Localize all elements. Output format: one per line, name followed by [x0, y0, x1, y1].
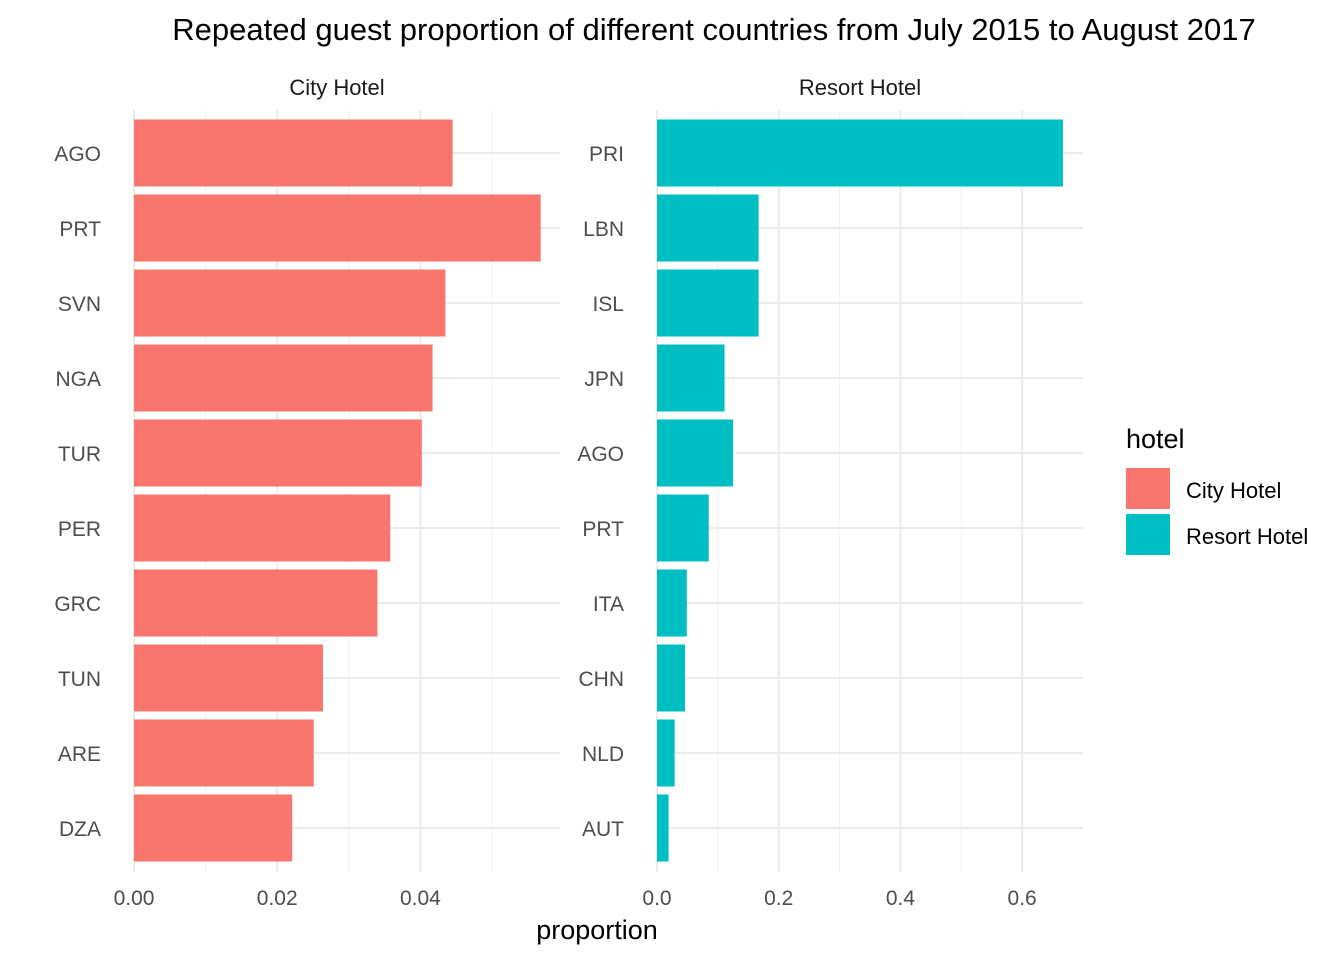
- panel-strip-label: Resort Hotel: [799, 75, 921, 100]
- bar-aut: [657, 794, 669, 862]
- y-tick-label: DZA: [59, 818, 101, 841]
- bar-tun: [134, 644, 324, 712]
- y-tick-label: NGA: [55, 368, 101, 391]
- y-tick-label: PRT: [59, 218, 101, 241]
- panel-x-tick-labels: 0.00 0.02 0.04: [114, 887, 442, 910]
- y-tick-label: ARE: [58, 743, 101, 766]
- bar-ago: [134, 119, 453, 187]
- y-tick-label: LBN: [583, 218, 624, 241]
- panel-y-tick-labels: AGO PRT SVN NGA TUR PER GRC TUN ARE DZA: [54, 143, 101, 841]
- panel-city-hotel: City Hotel AGO PRT SVN NGA TUR PER GRC TUN ARE DZ…: [54, 75, 560, 910]
- bar-isl: [657, 269, 759, 337]
- legend-swatch-resort-hotel: [1126, 514, 1170, 555]
- y-tick-label: AUT: [582, 818, 624, 841]
- y-tick-label: PRT: [582, 518, 624, 541]
- panel-bars: [134, 119, 541, 862]
- chart-title: Repeated guest proportion of different c…: [172, 12, 1255, 47]
- x-tick-label: 0.4: [886, 887, 916, 910]
- x-tick-label: 0.2: [764, 887, 793, 910]
- y-tick-label: SVN: [58, 293, 101, 316]
- legend-label-resort-hotel: Resort Hotel: [1186, 524, 1308, 549]
- y-tick-label: TUR: [58, 443, 101, 466]
- y-tick-label: CHN: [579, 668, 625, 691]
- bar-dza: [134, 794, 293, 862]
- legend: hotel City Hotel Resort Hotel: [1126, 424, 1308, 555]
- y-tick-label: AGO: [54, 143, 101, 166]
- x-tick-label: 0.04: [400, 887, 441, 910]
- bar-prt: [657, 494, 709, 562]
- x-tick-label: 0.0: [642, 887, 671, 910]
- bar-tur: [134, 419, 422, 487]
- bar-chn: [657, 644, 685, 712]
- bar-ago: [657, 419, 734, 487]
- legend-swatch-city-hotel: [1126, 468, 1170, 509]
- bar-grc: [134, 569, 378, 637]
- bar-lbn: [657, 194, 759, 262]
- y-tick-label: TUN: [58, 668, 101, 691]
- bar-ita: [657, 569, 687, 637]
- bar-pri: [657, 119, 1063, 187]
- x-axis-title: proportion: [536, 915, 658, 945]
- panel-grid: [656, 110, 1083, 872]
- panel-resort-hotel: Resort Hotel PRI LBN ISL JPN AGO PRT ITA CHN NLD…: [577, 75, 1083, 910]
- x-tick-label: 0.6: [1008, 887, 1037, 910]
- y-tick-label: JPN: [584, 368, 624, 391]
- y-tick-label: ISL: [592, 293, 624, 316]
- bar-svn: [134, 269, 446, 337]
- panel-x-tick-labels: 0.0 0.2 0.4 0.6: [642, 887, 1036, 910]
- legend-label-city-hotel: City Hotel: [1186, 478, 1281, 503]
- y-tick-label: PRI: [589, 143, 624, 166]
- legend-title: hotel: [1126, 424, 1185, 454]
- bar-prt: [134, 194, 541, 262]
- bar-are: [134, 719, 314, 787]
- x-tick-label: 0.02: [257, 887, 298, 910]
- bar-nld: [657, 719, 675, 787]
- y-tick-label: ITA: [593, 593, 624, 616]
- y-tick-label: PER: [58, 518, 101, 541]
- x-tick-label: 0.00: [114, 887, 155, 910]
- bar-nga: [134, 344, 433, 412]
- y-tick-label: AGO: [577, 443, 624, 466]
- panel-y-tick-labels: PRI LBN ISL JPN AGO PRT ITA CHN NLD AUT: [577, 143, 624, 841]
- y-tick-label: GRC: [54, 593, 101, 616]
- panel-bars: [657, 119, 1063, 862]
- panel-strip-label: City Hotel: [289, 75, 384, 100]
- y-tick-label: NLD: [582, 743, 624, 766]
- bar-per: [134, 494, 391, 562]
- bar-jpn: [657, 344, 725, 412]
